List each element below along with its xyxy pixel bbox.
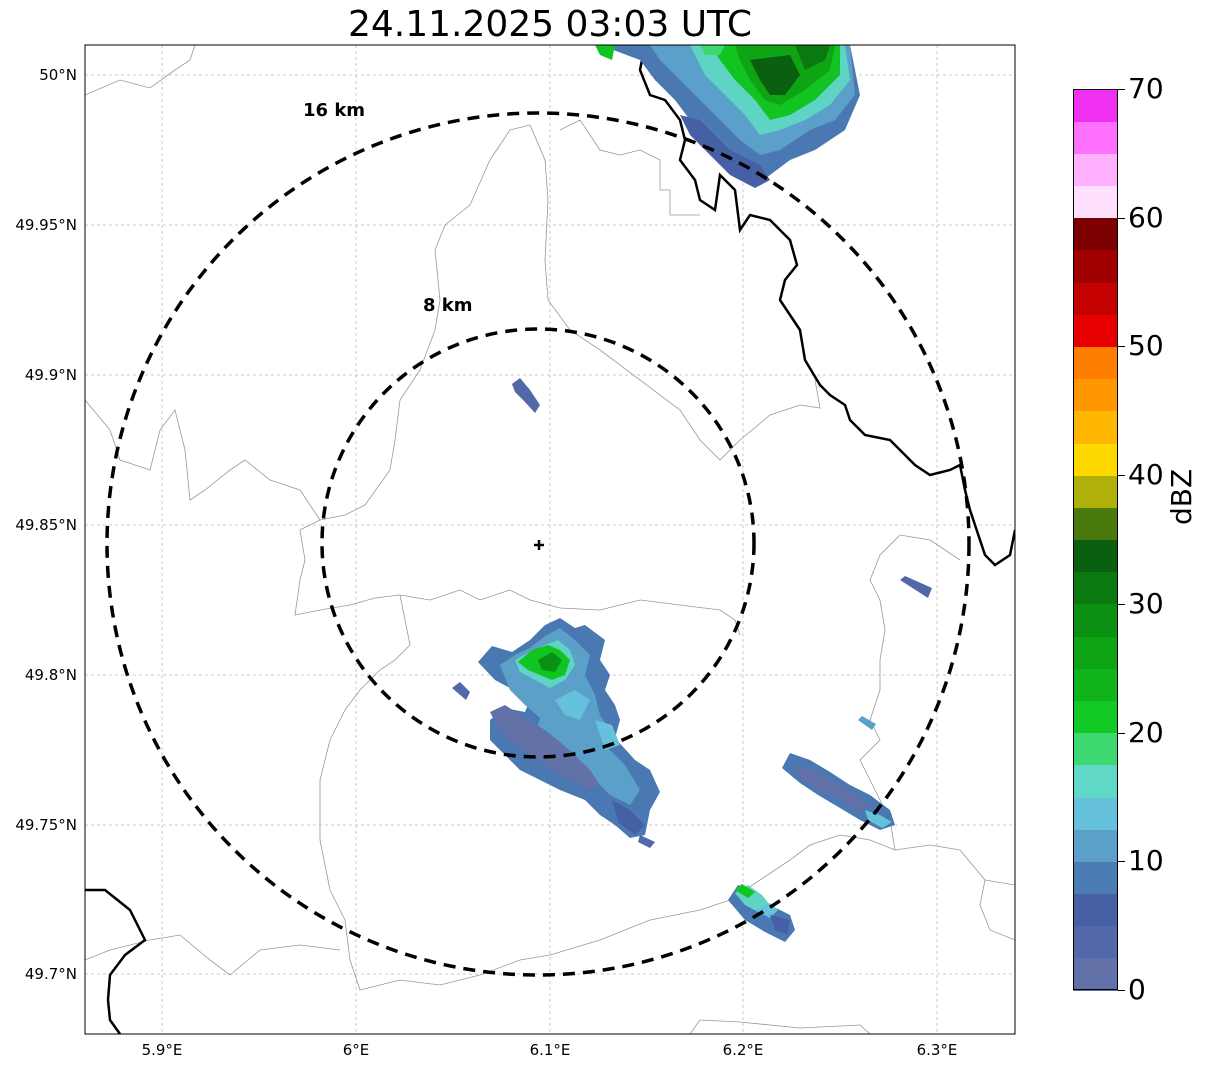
colorbar-tick xyxy=(1118,475,1125,477)
colorbar-segment xyxy=(1073,700,1118,734)
echo-small-east xyxy=(900,576,932,598)
lat-label-49-95: 49.95°N xyxy=(15,216,77,234)
lat-label-49-7: 49.7°N xyxy=(24,965,77,983)
range-rings xyxy=(105,111,971,977)
colorbar-segment xyxy=(1073,957,1118,991)
colorbar-segment xyxy=(1073,893,1118,927)
colorbar-tick-label: 40 xyxy=(1128,458,1164,492)
colorbar-segment xyxy=(1073,346,1118,380)
echo-cluster-central xyxy=(478,618,660,848)
colorbar-segment xyxy=(1073,217,1118,251)
lat-label-49-9: 49.9°N xyxy=(24,366,77,384)
lon-label-6-3: 6.3°E xyxy=(916,1041,958,1059)
radar-site-marker xyxy=(534,540,544,550)
colorbar-segment xyxy=(1073,378,1118,412)
colorbar-frame xyxy=(1073,89,1118,990)
colorbar-tick xyxy=(1118,990,1125,991)
colorbar-segment xyxy=(1073,89,1118,122)
echo-band-east xyxy=(782,753,895,830)
colorbar-segment xyxy=(1073,668,1118,701)
colorbar-tick-label: 30 xyxy=(1128,586,1164,620)
echo-small-north xyxy=(512,378,540,413)
lon-label-5-9: 5.9°E xyxy=(141,1041,183,1059)
colorbar-segment xyxy=(1073,571,1118,605)
colorbar-segment xyxy=(1073,861,1118,895)
colorbar-segment xyxy=(1073,732,1118,766)
colorbar-segment xyxy=(1073,410,1118,444)
colorbar-segment xyxy=(1073,507,1118,541)
range-ring-16km xyxy=(105,111,971,977)
colorbar-segment xyxy=(1073,282,1118,315)
ring-label-inner: 8 km xyxy=(423,295,473,316)
range-ring-8km xyxy=(320,327,756,759)
radar-echoes xyxy=(452,45,932,942)
colorbar-segment xyxy=(1073,539,1118,573)
colorbar-tick xyxy=(1118,346,1125,348)
admin-boundaries xyxy=(85,45,1015,1034)
map-frame xyxy=(84,44,1016,1035)
colorbar-tick xyxy=(1118,89,1125,90)
grid-lines xyxy=(85,45,1015,1034)
echo-cluster-north xyxy=(595,45,860,188)
colorbar-segment xyxy=(1073,764,1118,798)
colorbar-segment xyxy=(1073,636,1118,669)
ring-label-outer: 16 km xyxy=(303,100,366,121)
lon-label-6: 6°E xyxy=(342,1041,370,1059)
colorbar-tick xyxy=(1118,603,1125,605)
colorbar-tick-label: 20 xyxy=(1128,715,1164,749)
lat-label-49-8: 49.8°N xyxy=(24,666,77,684)
colorbar-segment xyxy=(1073,475,1118,508)
colorbar-tick-label: 60 xyxy=(1128,200,1164,234)
colorbar-tick-label: 50 xyxy=(1128,329,1164,363)
colorbar-segment xyxy=(1073,121,1118,154)
lat-label-49-85: 49.85°N xyxy=(15,516,77,534)
colorbar-segment xyxy=(1073,185,1118,219)
colorbar-tick-label: 0 xyxy=(1128,973,1146,1006)
colorbar-tick xyxy=(1118,217,1125,219)
colorbar-segment xyxy=(1073,603,1118,637)
lon-label-6-2: 6.2°E xyxy=(722,1041,764,1059)
colorbar-tick-label: 70 xyxy=(1128,72,1164,105)
colorbar-segment xyxy=(1073,796,1118,830)
colorbar-segment xyxy=(1073,249,1118,283)
echo-small-southeast xyxy=(858,716,876,730)
lon-label-6-1: 6.1°E xyxy=(529,1041,571,1059)
colorbar-segment xyxy=(1073,314,1118,348)
colorbar-tick-label: 10 xyxy=(1128,844,1164,878)
lat-label-49-75: 49.75°N xyxy=(15,816,77,834)
echo-small-west xyxy=(452,682,470,700)
colorbar-tick xyxy=(1118,732,1125,734)
colorbar xyxy=(1073,89,1118,991)
map-title: 24.11.2025 03:03 UTC xyxy=(347,4,753,45)
colorbar-segment xyxy=(1073,925,1118,959)
colorbar-segment xyxy=(1073,829,1118,862)
lat-label-50: 50°N xyxy=(39,66,77,84)
colorbar-label: dBZ xyxy=(1165,468,1198,525)
colorbar-segment xyxy=(1073,153,1118,187)
colorbar-segment xyxy=(1073,442,1118,476)
colorbar-tick xyxy=(1118,861,1125,863)
